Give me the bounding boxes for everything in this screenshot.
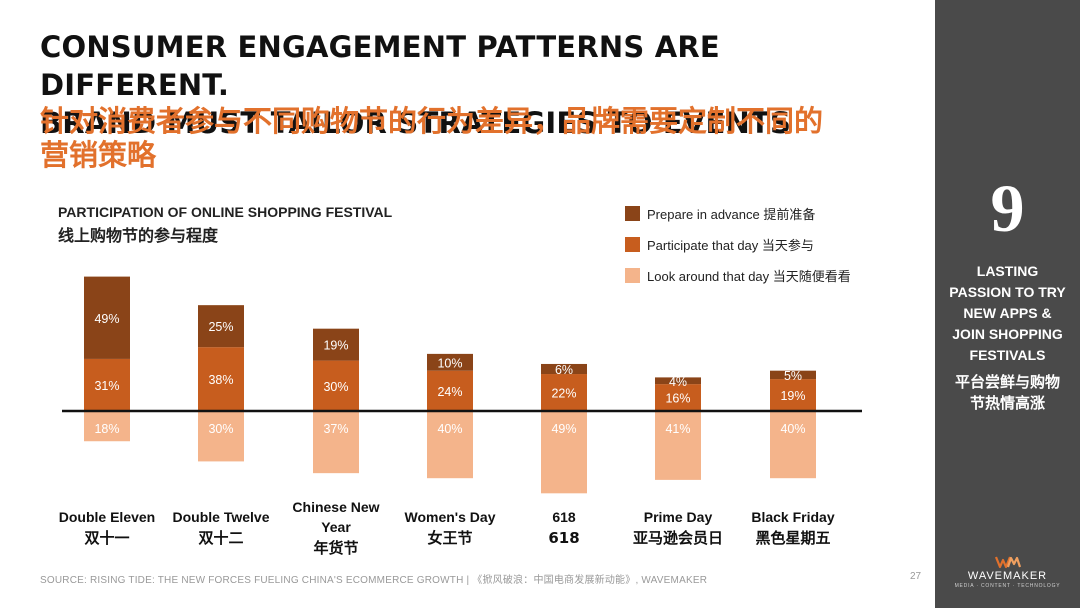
- data-label-participate: 16%: [665, 392, 690, 406]
- bar-segment-prepare: [84, 276, 130, 359]
- bar-segment-look-around: [84, 411, 130, 442]
- category-label-zh: 双十二: [198, 529, 243, 547]
- bar-segment-participate: [198, 347, 244, 411]
- bar-segment-prepare: [770, 370, 816, 380]
- sidebar-en-line: NEW APPS &: [963, 305, 1052, 321]
- sidebar-zh-line: 平台尝鲜与购物: [954, 373, 1060, 391]
- slide-title-zh: 针对消费者参与不同购物节的行为差异，品牌需要定制不同的 营销策略: [40, 104, 920, 172]
- category-label-en: Prime Day: [644, 509, 713, 525]
- chart-title: PARTICIPATION OF ONLINE SHOPPING FESTIVA…: [58, 204, 393, 220]
- category-label-en: 618: [552, 509, 576, 525]
- slide-title-en: CONSUMER ENGAGEMENT PATTERNS ARE DIFFERE…: [40, 28, 900, 142]
- bar-segment-participate: [770, 379, 816, 411]
- bar-segment-participate: [541, 374, 587, 411]
- title-zh-line-2: 营销策略: [40, 138, 157, 172]
- sidebar-en-line: JOIN SHOPPING: [952, 326, 1063, 342]
- category-label-zh: 双十一: [84, 529, 129, 547]
- title-zh-line-1: 针对消费者参与不同购物节的行为差异，品牌需要定制不同的: [40, 104, 824, 138]
- legend-label-prepare: Prepare in advance 提前准备: [647, 207, 816, 222]
- data-label-look-around: 41%: [665, 422, 690, 436]
- data-label-look-around: 18%: [94, 422, 119, 436]
- bar-segment-look-around: [541, 411, 587, 494]
- stacked-bar-chart: 18% 31% 49% Double Eleven 双十一 30% 38% 25% Double…: [59, 276, 862, 557]
- page-number: 27: [910, 571, 922, 582]
- data-label-look-around: 30%: [208, 422, 233, 436]
- data-label-prepare: 6%: [555, 363, 573, 377]
- data-label-participate: 22%: [551, 387, 576, 401]
- legend-label-participate: Participate that day 当天参与: [647, 238, 814, 253]
- data-label-participate: 30%: [323, 380, 348, 394]
- data-label-prepare: 49%: [94, 312, 119, 326]
- data-label-prepare: 25%: [208, 320, 233, 334]
- sidebar-text-en: LASTING PASSION TO TRY NEW APPS & JOIN S…: [935, 261, 1080, 366]
- data-label-participate: 31%: [94, 379, 119, 393]
- category-label-zh: 女王节: [427, 529, 472, 547]
- category-label-en: Year: [321, 519, 351, 535]
- data-label-look-around: 40%: [437, 422, 462, 436]
- category-label-en: Black Friday: [751, 509, 834, 525]
- data-label-prepare: 4%: [669, 375, 687, 389]
- bar-segment-prepare: [541, 363, 587, 375]
- sidebar-zh-line: 节热情高涨: [969, 394, 1045, 412]
- bar-segment-look-around: [655, 411, 701, 480]
- sidebar-en-line: PASSION TO TRY: [949, 284, 1066, 300]
- data-label-prepare: 5%: [784, 369, 802, 383]
- data-label-participate: 38%: [208, 373, 233, 387]
- bar-segment-look-around: [198, 411, 244, 462]
- bar-segment-prepare: [655, 377, 701, 385]
- bar-segment-participate: [427, 370, 473, 411]
- wavemaker-logo-mark-icon: [994, 556, 1021, 569]
- logo-tagline: MEDIA · CONTENT · TECHNOLOGY: [954, 583, 1061, 589]
- data-label-look-around: 37%: [323, 422, 348, 436]
- bar-segment-prepare: [427, 353, 473, 371]
- source-note: SOURCE: RISING TIDE: THE NEW FORCES FUEL…: [40, 575, 708, 586]
- bar-segment-look-around: [313, 411, 359, 474]
- data-label-prepare: 10%: [437, 356, 462, 370]
- legend-swatch-look-around: [625, 268, 640, 283]
- category-label-en: Double Eleven: [59, 509, 155, 525]
- wavemaker-logo: WAVEMAKER MEDIA · CONTENT · TECHNOLOGY: [935, 555, 1080, 589]
- bar-segment-look-around: [427, 411, 473, 479]
- sidebar-text-zh: 平台尝鲜与购物 节热情高涨: [935, 372, 1080, 414]
- bar-segment-prepare: [198, 305, 244, 348]
- title-en-line-2: BRAND MUST TAILOR STRATEGIES TO EVENTS: [40, 106, 792, 140]
- legend-item-prepare: Prepare in advance 提前准备: [625, 203, 925, 234]
- data-label-prepare: 19%: [323, 339, 348, 353]
- sidebar-number: 9: [990, 170, 1025, 246]
- sidebar-panel: 9 LASTING PASSION TO TRY NEW APPS & JOIN…: [935, 0, 1080, 608]
- logo-name: WAVEMAKER: [967, 570, 1048, 582]
- legend-swatch-prepare: [625, 206, 640, 221]
- category-label-zh: 亚马逊会员日: [633, 529, 723, 547]
- category-label-en: Women's Day: [405, 509, 496, 525]
- category-label-zh: 618: [548, 529, 579, 547]
- bar-segment-participate: [313, 360, 359, 411]
- sidebar-en-line: FESTIVALS: [969, 347, 1046, 363]
- chart-subtitle: 线上购物节的参与程度: [58, 226, 219, 245]
- legend-item-participate: Participate that day 当天参与: [625, 234, 925, 265]
- data-label-look-around: 40%: [780, 422, 805, 436]
- bar-segment-participate: [655, 384, 701, 411]
- legend-label-look-around: Look around that day 当天随便看看: [647, 269, 851, 284]
- data-label-participate: 24%: [437, 385, 462, 399]
- category-label-en: Chinese New: [292, 499, 379, 515]
- category-label-en: Double Twelve: [173, 509, 270, 525]
- data-label-participate: 19%: [780, 389, 805, 403]
- bar-segment-look-around: [770, 411, 816, 479]
- category-label-zh: 黑色星期五: [755, 529, 830, 547]
- sidebar-en-line: LASTING: [976, 263, 1039, 279]
- legend-item-look-around: Look around that day 当天随便看看: [625, 265, 925, 296]
- bar-segment-participate: [84, 358, 130, 411]
- chart-legend: Prepare in advance 提前准备 Participate that…: [625, 203, 925, 296]
- legend-swatch-participate: [625, 237, 640, 252]
- category-label-zh: 年货节: [313, 539, 358, 557]
- bar-segment-prepare: [313, 328, 359, 361]
- data-label-look-around: 49%: [551, 422, 576, 436]
- title-en-line-1: CONSUMER ENGAGEMENT PATTERNS ARE DIFFERE…: [40, 30, 720, 102]
